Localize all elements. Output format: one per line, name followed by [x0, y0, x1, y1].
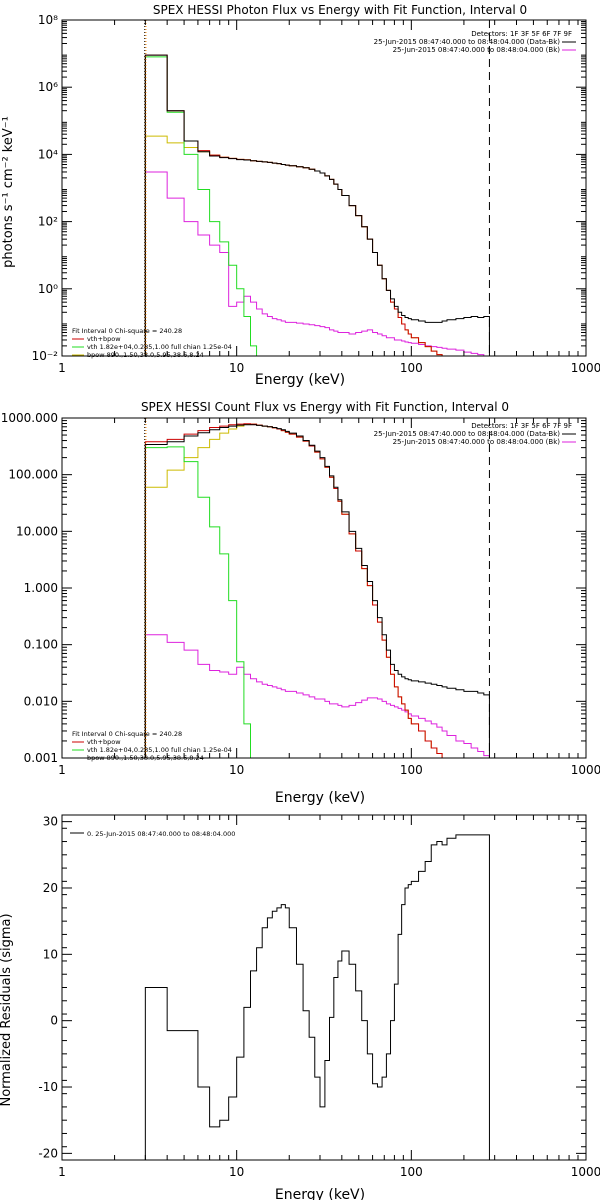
- panel1-ytick-label: 10⁰: [38, 282, 58, 296]
- panel1-ytick-label: 10²: [38, 215, 58, 229]
- panel2-fit-info: Fit Interval 0 Chi-square = 240.28: [72, 730, 182, 738]
- panel2-title: SPEX HESSI Count Flux vs Energy with Fit…: [141, 400, 509, 414]
- panel2-series-bk: [144, 634, 490, 758]
- panel3-series-0-25-jun-2015-08-47-40-000-to-08-48-04-000: [144, 834, 490, 1160]
- panel2-legend-vth: vth 1.82e+04,0.285,1.00 full chian 1.25e…: [87, 746, 232, 754]
- panel2-legend-sum: vth+bpow: [87, 738, 121, 746]
- panel1-series-group: [144, 54, 490, 356]
- panel3-ytick-label: 20: [43, 881, 58, 895]
- panel2-ytick-label: 1.000: [24, 581, 58, 595]
- panel1-xtick-label: 10: [229, 361, 244, 375]
- panel3-ytick-label: 10: [43, 947, 58, 961]
- panel2-axes-box: [61, 417, 587, 759]
- panel1-legend-right: Detectors: 1F 3F 5F 6F 7F 9F 25-Jun-2015…: [374, 30, 576, 54]
- panel1-xtick-label: 1000: [571, 361, 600, 375]
- panel2-series-vth: [144, 446, 251, 758]
- panel2-ytick-label: 1000.000: [1, 411, 58, 425]
- panel3-xtick-label: 1000: [571, 1165, 600, 1179]
- panel2-series-group: [144, 423, 490, 758]
- panel1-series-vth: [144, 56, 258, 356]
- panel1-ytick-label: 10⁶: [38, 80, 58, 94]
- panel2-ytick-label: 0.010: [24, 694, 58, 708]
- panel1-axes-box: [61, 19, 587, 357]
- panel3-ylabel: Normalized Residuals (sigma): [0, 913, 14, 1106]
- panel2-ytick-label: 10.000: [16, 524, 58, 538]
- panel1-ylabel: photons s⁻¹ cm⁻² keV⁻¹: [1, 116, 16, 268]
- panel3-xtick-label: 100: [400, 1165, 423, 1179]
- panel1-legend-detectors: Detectors: 1F 3F 5F 6F 7F 9F: [471, 30, 572, 38]
- panel2-xtick-label: 1000: [571, 763, 600, 777]
- panel1-xlabel: Energy (keV): [255, 372, 345, 388]
- panel2-xtick-label: 100: [400, 763, 423, 777]
- panel1-xtick-label: 100: [400, 361, 423, 375]
- photon-flux-panel: SPEX HESSI Photon Flux vs Energy with Fi…: [1, 3, 600, 388]
- residuals-panel: 0. 25-Jun-2015 08:47:40.000 to 08:48:04.…: [0, 814, 600, 1200]
- panel2-series-data-bk: [144, 424, 490, 758]
- panel2-legend-right: Detectors: 1F 3F 5F 6F 7F 9F 25-Jun-2015…: [374, 422, 576, 446]
- panel2-ytick-label: 0.100: [24, 638, 58, 652]
- panel3-ytick-label: 30: [43, 815, 58, 829]
- panel3-xtick-label: 1: [58, 1165, 66, 1179]
- panel1-title: SPEX HESSI Photon Flux vs Energy with Fi…: [153, 3, 527, 17]
- panel1-series-bk: [144, 171, 490, 356]
- panel1-ytick-label: 10⁴: [38, 147, 58, 161]
- panel1-legend-sum: vth+bpow: [87, 335, 121, 343]
- panel2-ytick-label: 100.000: [8, 468, 58, 482]
- panel1-series-data-bk: [144, 54, 490, 356]
- panel2-xtick-label: 1: [58, 763, 66, 777]
- panel3-legend: 0. 25-Jun-2015 08:47:40.000 to 08:48:04.…: [87, 830, 235, 838]
- panel1-legend-left: Fit Interval 0 Chi-square = 240.28 vth+b…: [72, 327, 232, 359]
- panel1-xtick-label: 1: [58, 361, 66, 375]
- panel3-axes-box: [61, 814, 587, 1161]
- panel2-ytick-label: 0.001: [24, 751, 58, 765]
- panel3-ytick-label: 0: [50, 1014, 58, 1028]
- panel2-xtick-label: 10: [229, 763, 244, 777]
- panel2-legend-bk: 25-Jun-2015 08:47:40.000 to 08:48:04.000…: [393, 438, 561, 446]
- count-flux-panel: SPEX HESSI Count Flux vs Energy with Fit…: [1, 400, 600, 806]
- panel3-ytick-label: -20: [38, 1146, 58, 1160]
- panel2-legend-left: Fit Interval 0 Chi-square = 240.28 vth+b…: [72, 730, 232, 762]
- panel1-legend-bk: 25-Jun-2015 08:47:40.000 to 08:48:04.000…: [393, 46, 561, 54]
- panel2-xlabel: Energy (keV): [275, 790, 365, 806]
- panel3-xtick-label: 10: [229, 1165, 244, 1179]
- panel1-ytick-label: 10⁸: [38, 13, 58, 27]
- panel1-ytick-label: 10⁻²: [32, 349, 59, 363]
- panel3-xlabel: Energy (keV): [275, 1187, 365, 1200]
- panel1-legend-data: 25-Jun-2015 08:47:40.000 to 08:48:04.000…: [374, 38, 561, 46]
- panel1-fit-info: Fit Interval 0 Chi-square = 240.28: [72, 327, 182, 335]
- panel3-series-group: [144, 834, 490, 1160]
- panel1-legend-vth: vth 1.82e+04,0.285,1.00 full chian 1.25e…: [87, 343, 232, 351]
- panel3-ytick-label: -10: [38, 1080, 58, 1094]
- panel2-legend-detectors: Detectors: 1F 3F 5F 6F 7F 9F: [471, 422, 572, 430]
- panel2-legend-data: 25-Jun-2015 08:47:40.000 to 08:48:04.000…: [374, 430, 561, 438]
- panel1-series-bpow: [144, 135, 443, 356]
